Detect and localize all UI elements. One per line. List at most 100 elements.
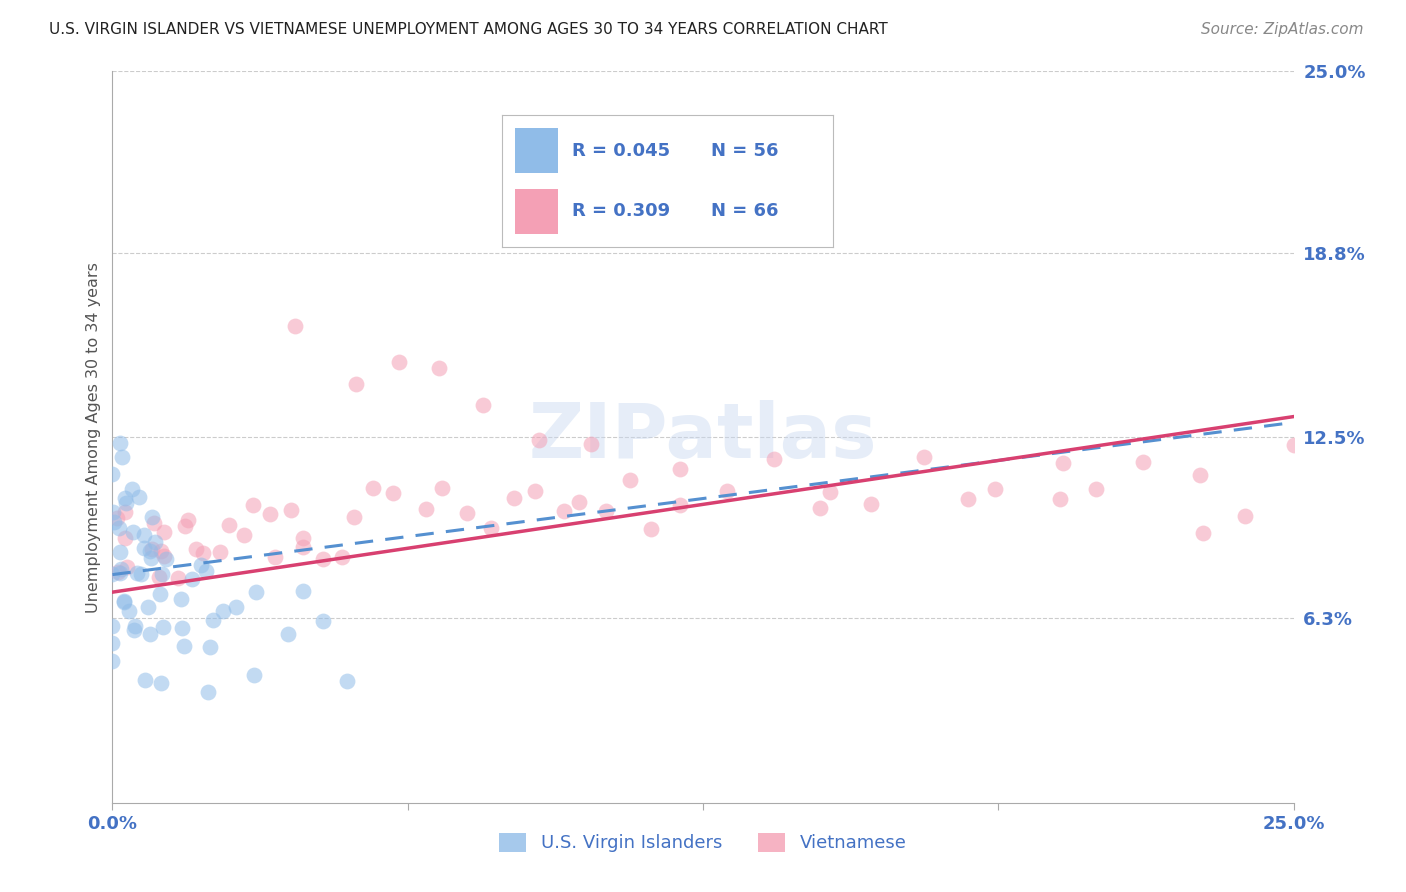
Point <box>381 486 404 500</box>
Point <box>114 496 136 510</box>
Point <box>311 614 333 628</box>
Point <box>209 545 232 559</box>
Point <box>111 450 134 465</box>
Point <box>141 510 163 524</box>
Point <box>427 361 450 376</box>
Point <box>143 535 166 549</box>
Point <box>291 583 314 598</box>
Point <box>114 505 136 519</box>
Point <box>110 562 132 576</box>
Point <box>103 515 125 529</box>
Point <box>132 541 155 555</box>
Point <box>553 504 575 518</box>
Point <box>193 546 215 560</box>
Point <box>808 500 831 515</box>
Point <box>1191 526 1213 541</box>
Point <box>152 524 174 539</box>
Point <box>1052 456 1074 470</box>
Legend: U.S. Virgin Islanders, Vietnamese: U.S. Virgin Islanders, Vietnamese <box>492 826 914 860</box>
Point <box>190 558 212 572</box>
Point <box>388 354 411 368</box>
Point <box>1188 467 1211 482</box>
Point <box>956 491 979 506</box>
Point <box>259 508 281 522</box>
Point <box>124 619 146 633</box>
Point <box>218 517 240 532</box>
Point <box>568 495 591 509</box>
Point <box>121 482 143 496</box>
Point <box>579 437 602 451</box>
Point <box>108 566 131 580</box>
Point <box>149 544 172 558</box>
Point <box>859 497 882 511</box>
Point <box>502 491 524 505</box>
Point <box>150 566 173 581</box>
Point <box>112 595 135 609</box>
Point <box>344 377 367 392</box>
Point <box>245 585 267 599</box>
Point <box>110 436 132 450</box>
Point <box>242 498 264 512</box>
Point <box>330 549 353 564</box>
Point <box>101 636 124 650</box>
Point <box>312 552 335 566</box>
Point <box>114 531 136 545</box>
Point <box>149 676 172 690</box>
Point <box>198 640 221 654</box>
Point <box>225 600 247 615</box>
Point <box>669 462 692 476</box>
Point <box>336 674 359 689</box>
Point <box>112 594 135 608</box>
Point <box>142 516 165 531</box>
Point <box>984 483 1007 497</box>
Point <box>176 512 198 526</box>
Point <box>170 592 193 607</box>
Point <box>1049 491 1071 506</box>
Point <box>479 520 502 534</box>
Point <box>101 567 124 582</box>
Point <box>640 522 662 536</box>
Point <box>277 626 299 640</box>
Point <box>107 511 129 525</box>
Point <box>173 639 195 653</box>
Point <box>668 499 690 513</box>
Point <box>211 604 233 618</box>
Point <box>763 451 786 466</box>
Point <box>284 318 307 333</box>
Point <box>132 527 155 541</box>
Text: ZIPatlas: ZIPatlas <box>529 401 877 474</box>
Point <box>180 572 202 586</box>
Point <box>148 570 170 584</box>
Point <box>195 564 218 578</box>
Text: U.S. VIRGIN ISLANDER VS VIETNAMESE UNEMPLOYMENT AMONG AGES 30 TO 34 YEARS CORREL: U.S. VIRGIN ISLANDER VS VIETNAMESE UNEMP… <box>49 22 889 37</box>
Point <box>201 613 224 627</box>
Point <box>128 490 150 504</box>
Point <box>155 552 177 566</box>
Point <box>167 571 190 585</box>
Point <box>153 549 176 564</box>
Point <box>1282 438 1305 452</box>
Point <box>343 509 366 524</box>
Y-axis label: Unemployment Among Ages 30 to 34 years: Unemployment Among Ages 30 to 34 years <box>86 261 101 613</box>
Point <box>818 484 841 499</box>
Point <box>1084 482 1107 496</box>
Point <box>361 481 384 495</box>
Point <box>184 541 207 556</box>
Point <box>292 532 315 546</box>
Point <box>174 519 197 533</box>
Point <box>716 483 738 498</box>
Point <box>139 544 162 558</box>
Point <box>1132 455 1154 469</box>
Point <box>430 482 453 496</box>
Point <box>121 525 143 540</box>
Point <box>529 433 551 447</box>
Point <box>292 540 315 554</box>
Point <box>595 504 617 518</box>
Point <box>101 619 124 633</box>
Point <box>122 623 145 637</box>
Point <box>242 668 264 682</box>
Point <box>170 621 193 635</box>
Point <box>197 685 219 699</box>
Point <box>101 654 124 668</box>
Point <box>471 398 494 412</box>
